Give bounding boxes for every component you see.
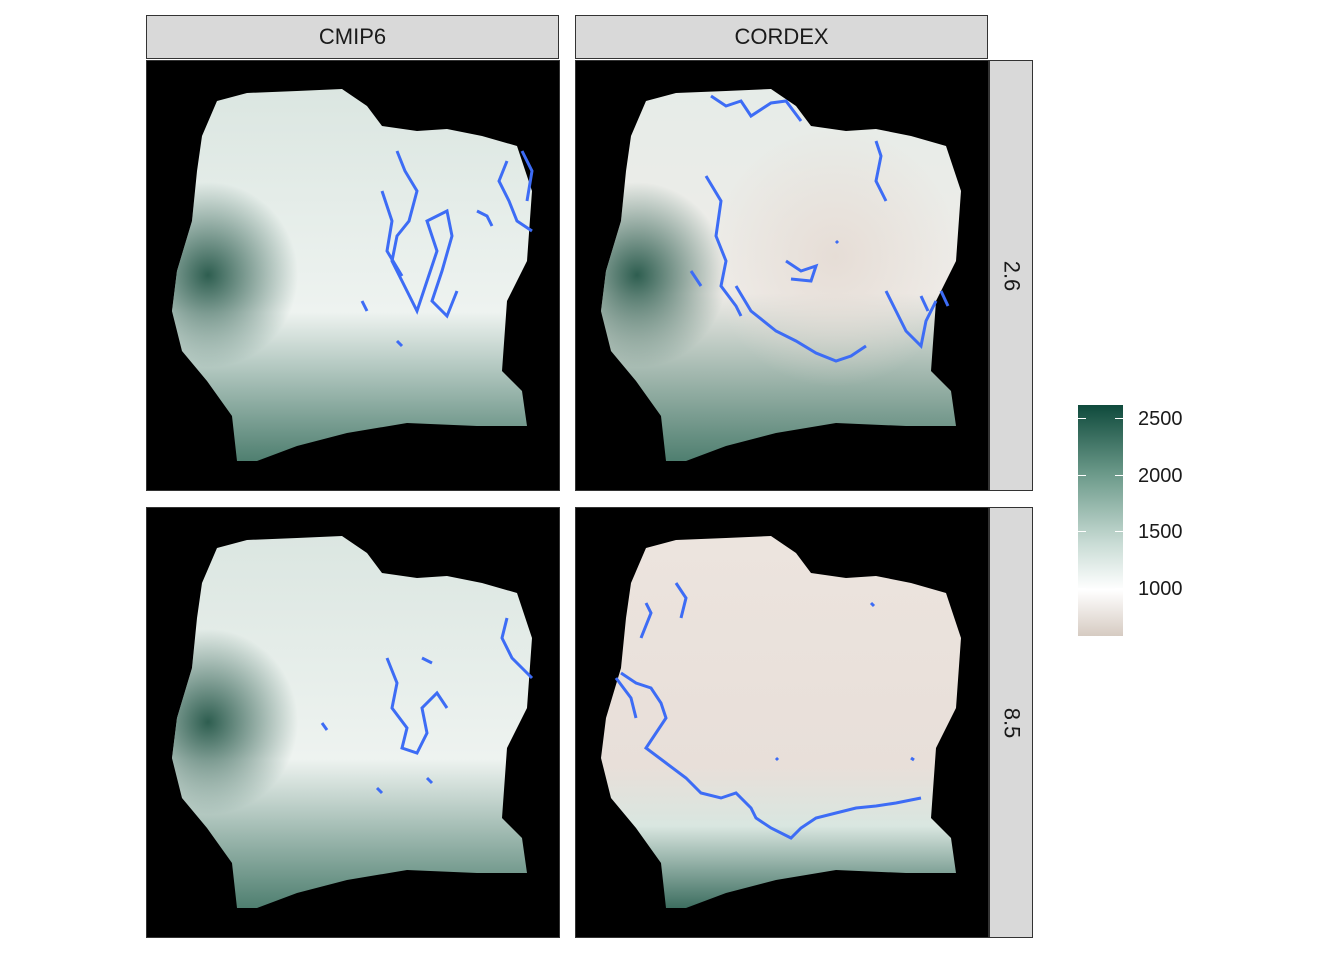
contour-lines bbox=[689, 94, 950, 363]
legend-tick-2500-r bbox=[1115, 418, 1123, 419]
facet-strip-cmip6: CMIP6 bbox=[146, 15, 559, 59]
legend-tick-1000 bbox=[1078, 588, 1086, 589]
legend-tick-2500 bbox=[1078, 418, 1086, 419]
map-cordex-8-5 bbox=[601, 536, 961, 908]
facet-strip-cordex: CORDEX bbox=[575, 15, 988, 59]
legend-tick-1500 bbox=[1078, 531, 1086, 532]
legend-tick-2000-r bbox=[1115, 475, 1123, 476]
legend-tick-2000 bbox=[1078, 475, 1086, 476]
map-panel-cmip6-8-5 bbox=[146, 507, 560, 938]
map-panel-cordex-8-5 bbox=[575, 507, 989, 938]
facet-strip-2-6: 2.6 bbox=[989, 60, 1033, 491]
legend-tick-1500-r bbox=[1115, 531, 1123, 532]
facet-label-cordex: CORDEX bbox=[734, 24, 829, 49]
map-panel-cordex-2-6 bbox=[575, 60, 989, 491]
legend-label-2500: 2500 bbox=[1138, 408, 1183, 430]
facet-label-8-5: 8.5 bbox=[999, 707, 1024, 738]
legend-tick-1000-r bbox=[1115, 588, 1123, 589]
contour-lines bbox=[320, 617, 534, 795]
contour-lines bbox=[360, 150, 534, 348]
legend-label-1000: 1000 bbox=[1138, 578, 1183, 600]
map-cmip6-2-6 bbox=[172, 89, 534, 461]
legend-label-2000: 2000 bbox=[1138, 465, 1183, 487]
map-cmip6-8-5 bbox=[172, 536, 534, 908]
country-shape bbox=[601, 536, 961, 908]
facet-label-cmip6: CMIP6 bbox=[318, 24, 387, 49]
map-panel-cmip6-2-6 bbox=[146, 60, 560, 491]
map-cordex-2-6 bbox=[601, 89, 961, 461]
contour-lines bbox=[614, 582, 922, 840]
legend-colorbar bbox=[1078, 405, 1123, 636]
facet-strip-8-5: 8.5 bbox=[989, 507, 1033, 938]
facet-label-2-6: 2.6 bbox=[999, 260, 1024, 291]
legend-label-1500: 1500 bbox=[1138, 521, 1183, 543]
